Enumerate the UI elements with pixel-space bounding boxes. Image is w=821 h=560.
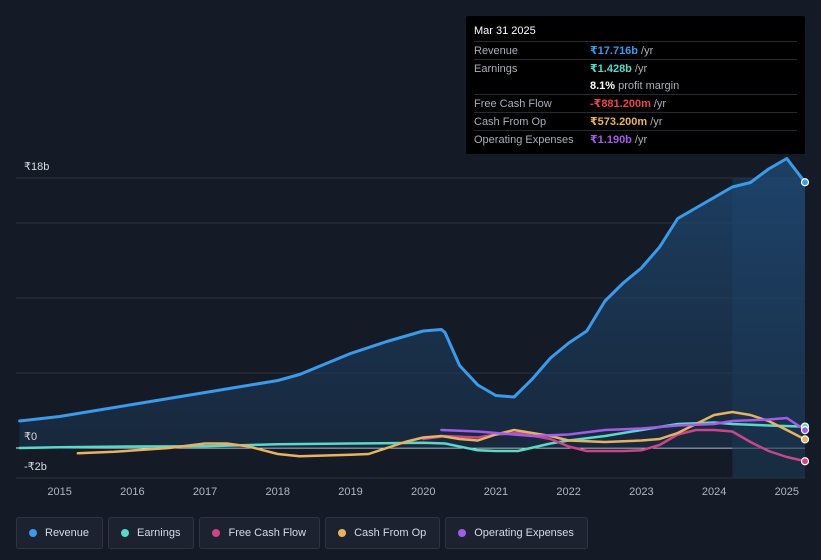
- tooltip-row: Operating Expenses ₹1.190b/yr: [474, 130, 797, 148]
- revenue-line: [18, 157, 807, 423]
- tooltip-row-value: ₹1.190b: [590, 134, 632, 146]
- tooltip-row-value: ₹1.428b: [590, 63, 632, 75]
- tooltip-row: Cash From Op ₹573.200m/yr: [474, 112, 797, 130]
- legend-label: Revenue: [45, 527, 90, 539]
- tooltip-row-label: Cash From Op: [474, 115, 547, 128]
- x-tick-label: 2023: [629, 486, 653, 498]
- financial-chart: 2015 2016 2017 2018 2019 2020 2021 2022 2023 2024…: [16, 157, 810, 498]
- tooltip-row-unit: /yr: [641, 44, 654, 57]
- x-tick-label: 2016: [120, 486, 144, 498]
- tooltip-rows: Revenue ₹17.716b/yr Earnings ₹1.428b/yr 8.1%…: [474, 41, 797, 148]
- legend-item-revenue[interactable]: Revenue: [16, 517, 104, 549]
- free-cash-flow-end-point: [800, 457, 810, 466]
- legend-label: Free Cash Flow: [228, 527, 307, 539]
- cash-from-op-end-point: [800, 435, 810, 444]
- legend-dot-icon: [121, 529, 130, 537]
- x-tick-label: 2015: [47, 486, 71, 498]
- x-tick-label: 2022: [556, 486, 580, 498]
- legend-dot-icon: [29, 529, 37, 537]
- y-label-zero: ₹0: [24, 431, 37, 443]
- legend-label: Cash From Op: [354, 527, 427, 539]
- revenue-area: [19, 158, 806, 448]
- x-tick-label: 2020: [411, 486, 435, 498]
- revenue-end-point: [800, 178, 810, 187]
- legend-label: Operating Expenses: [474, 527, 574, 539]
- tooltip-row: 8.1% profit margin: [474, 77, 797, 94]
- operating-expenses-end-point: [800, 426, 810, 435]
- tooltip-row-value: 8.1%: [590, 79, 616, 92]
- legend-item-earnings[interactable]: Earnings: [108, 517, 195, 549]
- tooltip-row-value: -₹881.200m: [590, 98, 651, 110]
- tooltip-row-unit: /yr: [634, 62, 648, 75]
- tooltip-row-unit: /yr: [650, 115, 663, 128]
- x-tick-label: 2018: [266, 486, 290, 498]
- x-axis: 2015 2016 2017 2018 2019 2020 2021 2022 2023 2024…: [47, 486, 799, 498]
- tooltip-row-value: ₹573.200m: [590, 116, 648, 128]
- x-tick-label: 2019: [338, 486, 362, 498]
- legend-item-operating-expenses[interactable]: Operating Expenses: [445, 517, 588, 549]
- tooltip-row-unit: /yr: [634, 133, 648, 146]
- legend-label: Earnings: [137, 527, 181, 539]
- legend-dot-icon: [212, 529, 221, 537]
- tooltip: Mar 31 2025 Revenue ₹17.716b/yr Earnings ₹1…: [466, 16, 805, 154]
- series-layer: [18, 157, 807, 463]
- legend: Revenue Earnings Free Cash Flow Cash From O…: [16, 517, 588, 549]
- tooltip-row-label: Revenue: [474, 44, 519, 57]
- tooltip-row-value: ₹17.716b: [590, 45, 639, 57]
- x-tick-label: 2024: [702, 486, 726, 498]
- legend-item-cash-from-op[interactable]: Cash From Op: [325, 517, 441, 549]
- tooltip-row: Revenue ₹17.716b/yr: [474, 41, 797, 59]
- tooltip-row-unit: profit margin: [618, 79, 680, 92]
- x-tick-label: 2021: [484, 486, 508, 498]
- x-tick-label: 2017: [193, 486, 217, 498]
- x-tick-label: 2025: [775, 486, 799, 498]
- legend-item-free-cash-flow[interactable]: Free Cash Flow: [199, 517, 321, 549]
- legend-dot-icon: [338, 529, 347, 537]
- tooltip-date: Mar 31 2025: [474, 25, 536, 37]
- end-markers: [800, 178, 810, 466]
- tooltip-row-label: Free Cash Flow: [474, 97, 552, 110]
- tooltip-row-unit: /yr: [653, 97, 667, 110]
- legend-dot-icon: [458, 529, 467, 537]
- operating-expenses-line: [440, 416, 807, 438]
- cash-from-op-line: [76, 410, 807, 458]
- tooltip-row-label: Operating Expenses: [474, 133, 574, 146]
- y-label-bottom: -₹2b: [24, 461, 47, 473]
- tooltip-row: Free Cash Flow -₹881.200m/yr: [474, 94, 797, 112]
- earnings-line: [18, 421, 807, 453]
- y-label-top: ₹18b: [24, 161, 49, 173]
- tooltip-row-label: Earnings: [474, 62, 518, 75]
- tooltip-row: Earnings ₹1.428b/yr: [474, 59, 797, 77]
